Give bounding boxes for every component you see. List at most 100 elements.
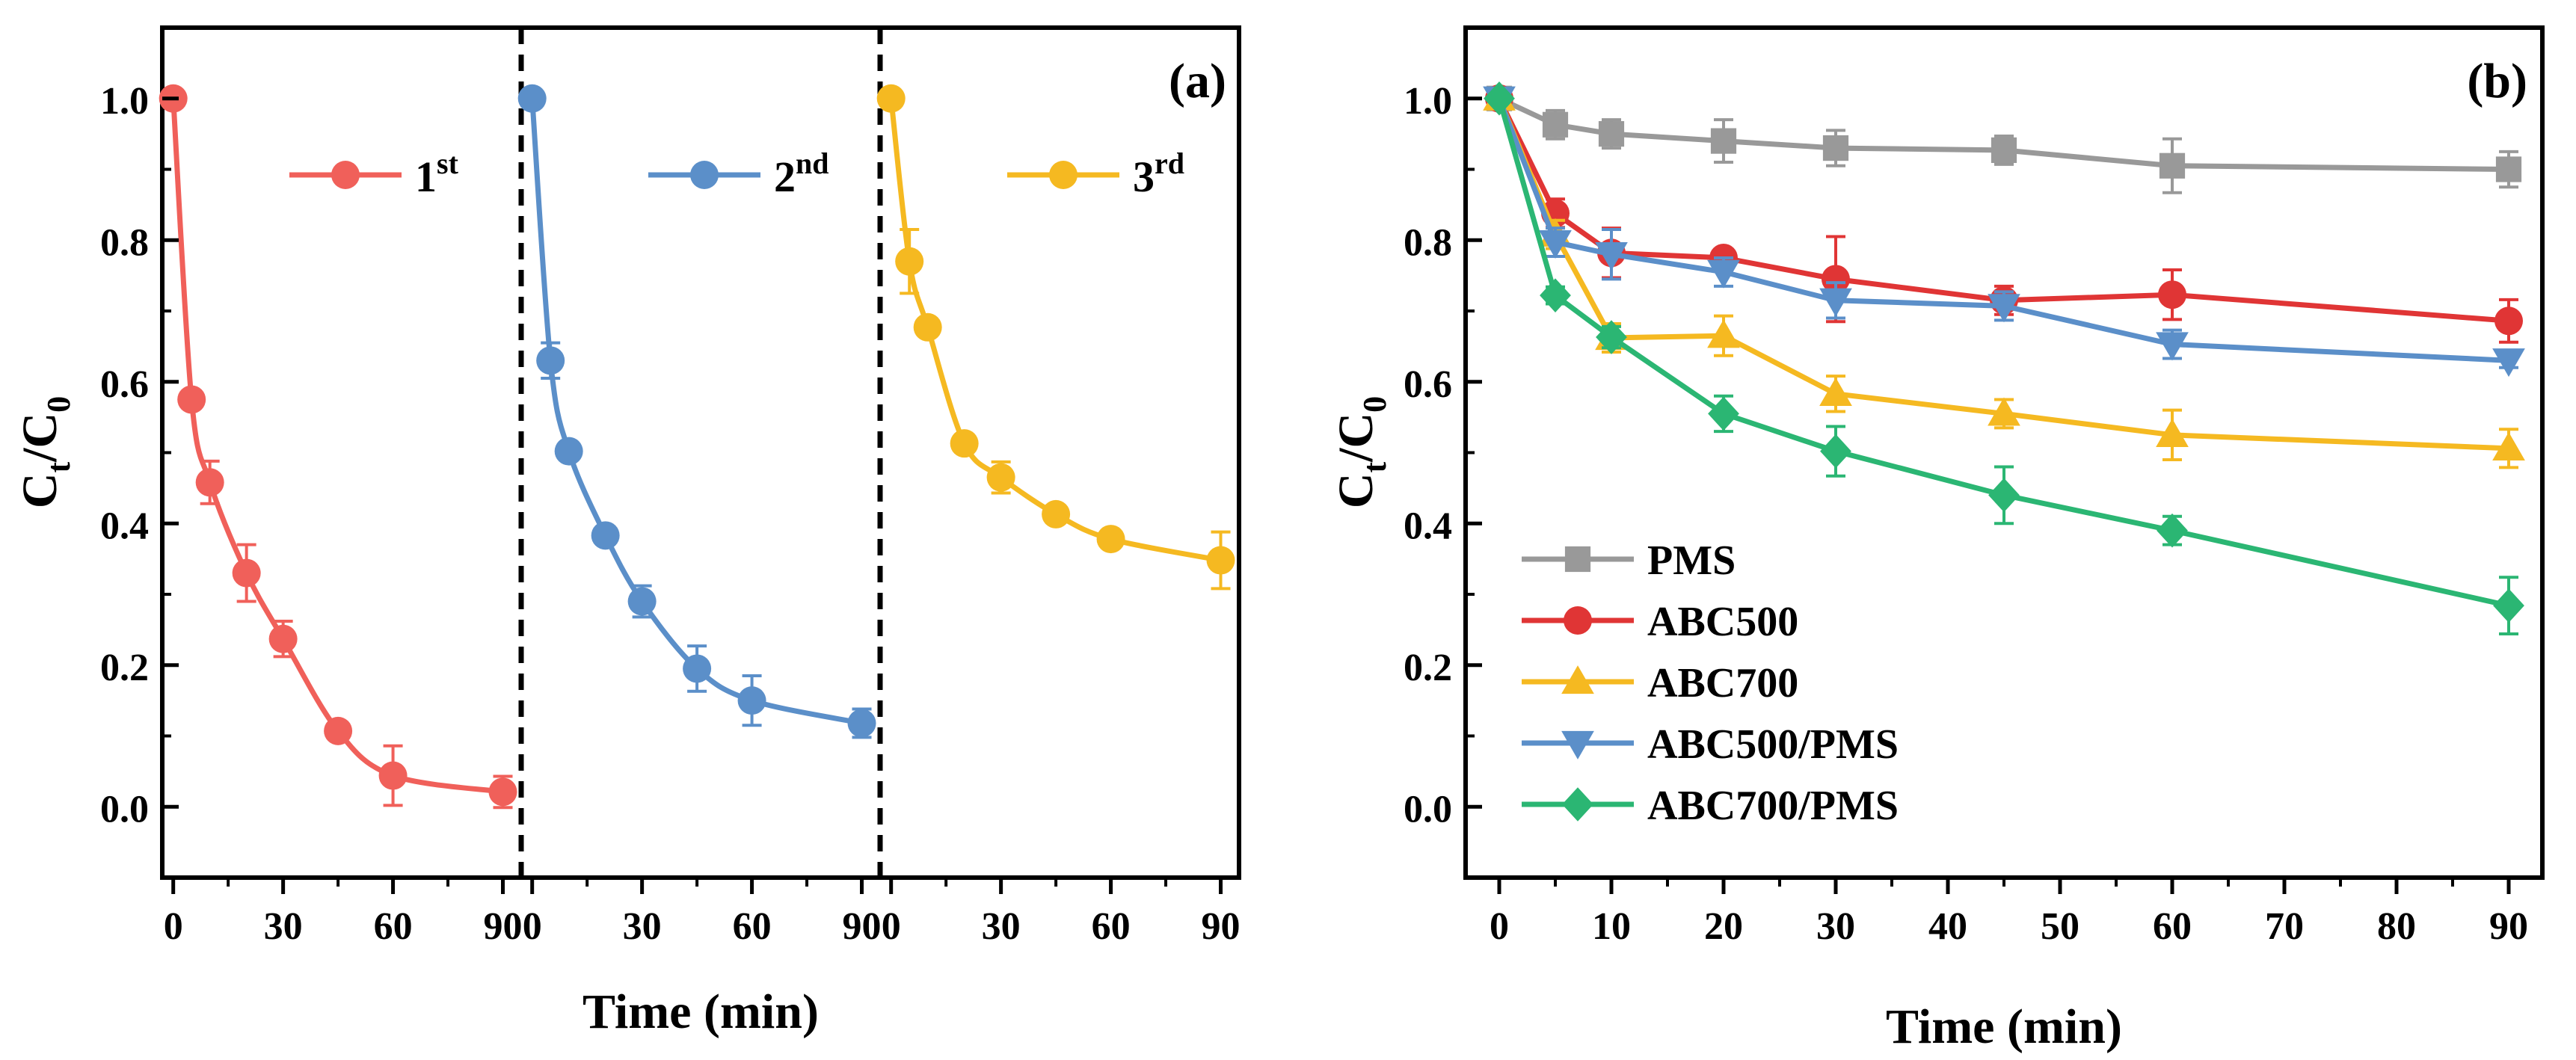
- panel-b-label: (b): [2467, 54, 2527, 108]
- series-line: [1496, 97, 2509, 452]
- data-point: [627, 587, 657, 616]
- data-point: [536, 346, 565, 375]
- data-point: [1819, 378, 1852, 407]
- data-point: [2156, 418, 2189, 447]
- legend-marker: [1564, 606, 1592, 635]
- legend-marker: [690, 161, 719, 189]
- y-tick-label: 0.8: [100, 221, 149, 264]
- panel-a-y-axis-title: Ct/C0: [13, 396, 77, 508]
- panel-b: 0.0 0.2 0.4 0.6 0.8 1.0 0 10 20 30 40 50 60 70 80 90 PM…: [1329, 25, 2545, 1054]
- x-tick-label: 80: [2377, 905, 2416, 948]
- data-point: [2495, 156, 2522, 182]
- data-point: [591, 521, 620, 550]
- x-tick-label: 60: [733, 905, 772, 948]
- data-point: [895, 247, 924, 276]
- data-point: [876, 84, 906, 113]
- y-tick-label: 0.4: [1404, 505, 1452, 547]
- x-tick-label: 30: [623, 905, 662, 948]
- panel-b-legend: PMS ABC500 ABC700 ABC500/PMS ABC700/PMS: [1522, 537, 1899, 829]
- data-point: [1819, 288, 1852, 317]
- legend-label: 1st: [415, 147, 459, 201]
- data-point: [1991, 137, 2017, 164]
- x-tick-label: 90: [2489, 905, 2528, 948]
- data-point: [1822, 135, 1849, 161]
- data-point: [2492, 348, 2525, 378]
- legend-label: 3rd: [1133, 147, 1184, 201]
- data-point: [1988, 294, 2020, 323]
- data-point: [1988, 397, 2020, 426]
- data-point: [1598, 121, 1625, 147]
- data-point: [1595, 242, 1628, 271]
- legend-label: ABC500: [1647, 599, 1798, 645]
- y-tick-label: 0.2: [1404, 647, 1452, 689]
- data-point: [913, 312, 942, 342]
- data-point: [1096, 525, 1125, 554]
- data-point: [2493, 588, 2524, 623]
- legend-label: ABC700/PMS: [1647, 783, 1899, 829]
- legend-label: PMS: [1647, 537, 1736, 584]
- panel-a: 1st 2nd 3rd 0.00.20.40.60.81.00 30 60 90 0 30 60…: [13, 25, 1241, 1039]
- svg-text:Ct/C0: Ct/C0: [1329, 396, 1393, 508]
- x-tick-label: 0: [523, 905, 542, 948]
- legend-marker: [331, 161, 360, 189]
- panel-b-x-axis-title: Time (min): [1886, 999, 2122, 1054]
- data-point: [177, 385, 206, 414]
- data-point: [1540, 278, 1571, 312]
- data-point: [2159, 152, 2186, 179]
- x-tick-label: 40: [1928, 905, 1967, 948]
- y-tick-label: 0.0: [100, 788, 149, 831]
- x-tick-label: 90: [843, 905, 882, 948]
- data-point: [1708, 396, 1739, 431]
- x-tick-label: 20: [1704, 905, 1743, 948]
- legend-marker: [1049, 161, 1078, 189]
- panel-a-label: (a): [1169, 54, 1226, 108]
- y-tick-label: 0.4: [100, 505, 149, 547]
- legend-label: ABC500/PMS: [1647, 721, 1899, 768]
- data-point: [1820, 434, 1851, 469]
- x-tick-label: 30: [264, 905, 303, 948]
- data-point: [1542, 111, 1569, 138]
- data-point: [1822, 265, 1850, 294]
- data-point: [2157, 513, 2188, 548]
- y-tick-label: 0.2: [100, 647, 149, 689]
- data-point: [2492, 431, 2525, 460]
- legend-label: 2nd: [774, 147, 829, 201]
- data-point: [1539, 229, 1572, 259]
- legend-marker: [1561, 665, 1594, 694]
- data-point: [683, 654, 712, 683]
- data-point: [1988, 478, 2020, 513]
- series-line: [529, 98, 863, 726]
- legend-marker: [1564, 546, 1591, 573]
- data-point: [554, 437, 583, 466]
- legend-marker: [1561, 730, 1594, 759]
- series-line: [1496, 97, 2509, 363]
- data-point: [737, 686, 766, 715]
- x-tick-label: 60: [1092, 905, 1131, 948]
- data-point: [847, 709, 876, 738]
- data-point: [324, 716, 353, 745]
- y-tick-label: 1.0: [100, 80, 149, 123]
- x-tick-label: 30: [982, 905, 1021, 948]
- x-tick-label: 10: [1592, 905, 1631, 948]
- data-point: [1596, 320, 1627, 354]
- data-point: [2494, 306, 2523, 336]
- data-point: [2156, 332, 2189, 361]
- x-tick-label: 90: [1202, 905, 1241, 948]
- x-tick-label: 0: [882, 905, 901, 948]
- y-tick-label: 0.8: [1404, 221, 1452, 264]
- y-tick-label: 0.6: [1404, 363, 1452, 406]
- x-tick-label: 50: [2041, 905, 2079, 948]
- series-line: [1496, 97, 2509, 608]
- legend-label: ABC700: [1647, 660, 1798, 706]
- data-point: [232, 558, 261, 588]
- data-point: [2158, 280, 2186, 309]
- x-tick-label: 60: [2153, 905, 2192, 948]
- data-point: [950, 429, 979, 458]
- data-point: [378, 761, 408, 790]
- data-point: [1206, 546, 1235, 575]
- x-tick-label: 90: [484, 905, 523, 948]
- x-tick-label: 0: [164, 905, 183, 948]
- data-point: [1484, 81, 1515, 116]
- data-point: [1707, 259, 1740, 289]
